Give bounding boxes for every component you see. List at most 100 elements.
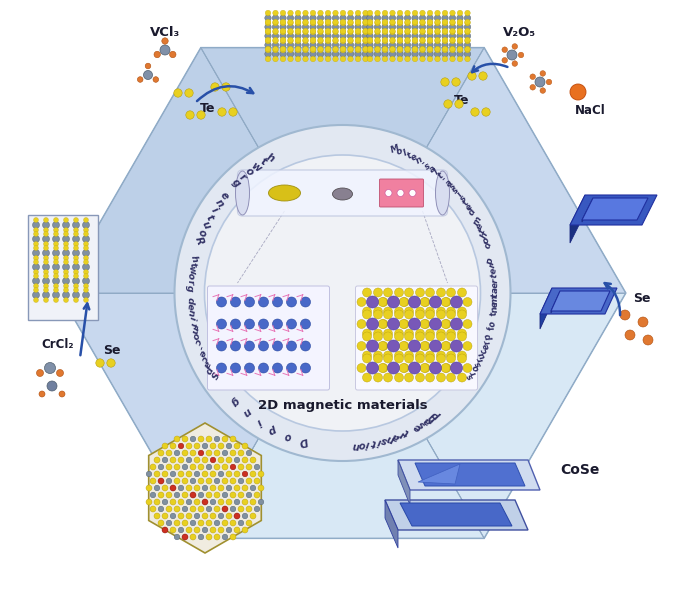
Circle shape xyxy=(382,33,388,39)
Circle shape xyxy=(362,33,369,39)
Circle shape xyxy=(382,28,388,34)
Text: p: p xyxy=(267,423,279,436)
Circle shape xyxy=(174,478,180,484)
Circle shape xyxy=(53,274,58,278)
Circle shape xyxy=(280,20,286,26)
Circle shape xyxy=(333,28,338,34)
Circle shape xyxy=(378,342,387,350)
Circle shape xyxy=(226,527,232,533)
Circle shape xyxy=(397,10,403,16)
Circle shape xyxy=(34,259,38,265)
Circle shape xyxy=(530,85,536,90)
Circle shape xyxy=(198,492,204,498)
Circle shape xyxy=(210,513,216,519)
Text: s: s xyxy=(466,372,476,381)
Text: s: s xyxy=(417,418,427,429)
Circle shape xyxy=(378,297,387,307)
Text: e: e xyxy=(218,190,230,202)
Circle shape xyxy=(443,37,448,43)
Circle shape xyxy=(258,363,269,373)
Circle shape xyxy=(482,108,490,116)
Text: r: r xyxy=(237,172,247,183)
Circle shape xyxy=(230,341,240,351)
Circle shape xyxy=(325,24,332,30)
Circle shape xyxy=(42,264,49,271)
Circle shape xyxy=(273,46,278,52)
Circle shape xyxy=(62,264,69,271)
Circle shape xyxy=(303,20,308,26)
Circle shape xyxy=(273,363,282,373)
Circle shape xyxy=(340,10,346,16)
Circle shape xyxy=(273,37,278,43)
Circle shape xyxy=(64,274,68,278)
Circle shape xyxy=(502,47,508,53)
Circle shape xyxy=(405,38,410,44)
Circle shape xyxy=(512,61,518,66)
Circle shape xyxy=(374,15,381,21)
Circle shape xyxy=(34,269,38,274)
Circle shape xyxy=(295,38,301,44)
Circle shape xyxy=(265,24,271,30)
Circle shape xyxy=(442,15,448,21)
Circle shape xyxy=(82,264,90,271)
Circle shape xyxy=(288,28,293,34)
Circle shape xyxy=(333,47,338,53)
Circle shape xyxy=(229,108,237,116)
Polygon shape xyxy=(551,291,610,311)
Circle shape xyxy=(206,492,212,498)
Circle shape xyxy=(245,341,255,351)
Circle shape xyxy=(32,278,40,284)
Circle shape xyxy=(457,47,463,53)
Circle shape xyxy=(405,310,414,319)
Circle shape xyxy=(310,47,316,53)
Circle shape xyxy=(463,320,472,329)
Circle shape xyxy=(317,33,324,39)
Circle shape xyxy=(62,249,69,256)
Circle shape xyxy=(226,443,232,449)
Circle shape xyxy=(287,51,294,57)
Circle shape xyxy=(397,15,403,21)
Circle shape xyxy=(154,457,160,463)
Circle shape xyxy=(174,450,179,456)
Circle shape xyxy=(436,351,445,360)
Text: m: m xyxy=(471,215,484,228)
Circle shape xyxy=(404,15,411,21)
Circle shape xyxy=(216,363,227,373)
Circle shape xyxy=(190,492,196,498)
Circle shape xyxy=(273,319,282,329)
Circle shape xyxy=(302,15,309,21)
Circle shape xyxy=(427,42,433,48)
Circle shape xyxy=(443,56,448,62)
Text: Se: Se xyxy=(103,343,121,356)
Circle shape xyxy=(447,354,456,363)
Polygon shape xyxy=(570,195,657,225)
Circle shape xyxy=(64,297,68,303)
Circle shape xyxy=(390,10,395,16)
Circle shape xyxy=(451,362,462,374)
Circle shape xyxy=(464,20,471,26)
Circle shape xyxy=(405,373,414,382)
Circle shape xyxy=(412,28,418,34)
Circle shape xyxy=(397,24,403,30)
Text: p: p xyxy=(484,333,494,342)
Text: e: e xyxy=(464,203,475,212)
Circle shape xyxy=(44,269,49,274)
Circle shape xyxy=(458,310,466,319)
Circle shape xyxy=(375,47,380,53)
Circle shape xyxy=(34,287,38,293)
Circle shape xyxy=(198,478,204,484)
Circle shape xyxy=(32,235,40,242)
Circle shape xyxy=(64,217,68,222)
Circle shape xyxy=(457,29,463,35)
Circle shape xyxy=(194,527,200,533)
Circle shape xyxy=(332,51,338,57)
Circle shape xyxy=(620,310,630,320)
Circle shape xyxy=(318,46,323,52)
Circle shape xyxy=(389,24,396,30)
FancyBboxPatch shape xyxy=(356,286,477,390)
Circle shape xyxy=(442,33,448,39)
Circle shape xyxy=(442,24,448,30)
Circle shape xyxy=(442,297,451,307)
Circle shape xyxy=(340,19,346,25)
Circle shape xyxy=(226,471,232,477)
